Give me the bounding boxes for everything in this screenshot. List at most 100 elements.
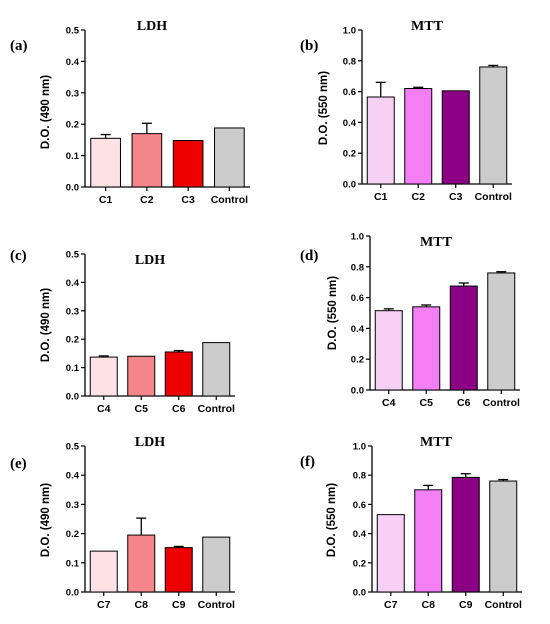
- y-tick-label: 0.0: [351, 386, 364, 397]
- chart-panel-a: (a) LDH D.O. (490 nm) 0.0 0.1 0.2 0.3 0.4 0.5 C1 C…: [10, 19, 250, 206]
- bar: [487, 272, 516, 391]
- bar: [451, 476, 480, 593]
- bar: [449, 285, 478, 391]
- x-tick-label: Control: [211, 194, 248, 206]
- y-tick-label: 0.4: [343, 118, 357, 129]
- y-axis-label: D.O. (490 nm): [40, 483, 52, 557]
- y-tick-label: 1.0: [343, 26, 356, 37]
- chart-title: LDH: [135, 435, 165, 450]
- y-tick-label: 0.0: [66, 392, 79, 403]
- y-tick-label: 0.5: [66, 442, 80, 453]
- y-tick-label: 1.0: [351, 232, 364, 243]
- chart-panel-f: (f) MTT D.O. (550 nm) 0.0 0.2 0.4 0.6 0.8 1.0 C7 C…: [300, 435, 522, 611]
- x-tick-label: C7: [384, 599, 398, 611]
- y-tick-label: 1.0: [353, 442, 366, 453]
- panel-letter: (a): [10, 38, 28, 54]
- bar: [202, 536, 231, 593]
- bar: [89, 550, 118, 593]
- y-tick-label: 0.6: [353, 500, 366, 511]
- y-tick-label: 0.3: [66, 306, 79, 317]
- x-tick-label: C1: [99, 194, 113, 206]
- chart-title: MTT: [411, 19, 444, 34]
- y-tick-label: 0.4: [66, 57, 80, 68]
- x-tick-label: Control: [475, 191, 512, 203]
- x-tick-label: C9: [172, 599, 186, 611]
- chart-title: MTT: [420, 235, 453, 250]
- y-tick-label: 0.0: [66, 588, 79, 599]
- bar: [376, 514, 405, 593]
- x-tick-label: C3: [181, 194, 195, 206]
- y-tick-label: 0.8: [353, 471, 366, 482]
- y-tick-label: 0.0: [343, 180, 356, 191]
- y-tick-label: 0.4: [351, 324, 365, 335]
- chart-panel-b: (b) MTT D.O. (550 nm) 0.0 0.2 0.4 0.6 0.8 1.0 C1 C…: [300, 19, 512, 203]
- x-tick-label: C8: [135, 599, 149, 611]
- bar: [366, 96, 395, 185]
- y-tick-label: 0.2: [66, 529, 79, 540]
- y-tick-label: 0.2: [343, 149, 356, 160]
- panel-letter: (e): [10, 456, 27, 472]
- x-tick-label: C2: [140, 194, 154, 206]
- y-tick-label: 0.3: [66, 500, 79, 511]
- bar: [89, 356, 118, 397]
- bar: [90, 137, 121, 188]
- chart-title: LDH: [137, 19, 167, 34]
- bar: [131, 133, 163, 188]
- bar: [172, 140, 204, 188]
- y-tick-label: 0.4: [66, 278, 80, 289]
- panel-letter: (f): [300, 454, 315, 470]
- x-tick-label: C6: [172, 403, 186, 415]
- y-tick-label: 0.1: [66, 151, 80, 162]
- y-tick-label: 0.1: [66, 363, 80, 374]
- bar: [412, 306, 441, 391]
- y-tick-label: 0.0: [66, 183, 79, 194]
- panel-letter: (c): [10, 248, 27, 264]
- y-tick-label: 0.2: [353, 558, 366, 569]
- x-tick-label: Control: [198, 599, 235, 611]
- x-tick-label: C8: [422, 599, 436, 611]
- y-tick-label: 0.8: [351, 262, 364, 273]
- x-tick-label: C4: [382, 397, 396, 409]
- bar: [414, 489, 443, 593]
- x-tick-label: C5: [420, 397, 434, 409]
- y-axis-label: D.O. (490 nm): [40, 288, 52, 362]
- bar: [164, 547, 193, 593]
- y-tick-label: 0.1: [66, 558, 80, 569]
- bar: [214, 127, 245, 188]
- bar: [127, 355, 156, 397]
- bar: [489, 480, 518, 593]
- x-tick-label: Control: [483, 397, 520, 409]
- y-tick-label: 0.3: [66, 88, 79, 99]
- y-tick-label: 0.4: [66, 471, 80, 482]
- bar: [127, 534, 156, 593]
- panel-letter: (d): [300, 248, 318, 264]
- chart-title: LDH: [135, 253, 165, 268]
- y-tick-label: 0.2: [351, 355, 364, 366]
- panel-letter: (b): [300, 38, 318, 54]
- x-tick-label: C1: [374, 191, 388, 203]
- bar: [479, 66, 508, 185]
- y-tick-label: 0.6: [343, 87, 356, 98]
- bar: [202, 342, 231, 397]
- chart-panel-d: (d) MTT D.O. (550 nm) 0.0 0.2 0.4 0.6 0.8 1.0 C4 C…: [300, 232, 520, 409]
- y-tick-label: 0.5: [66, 26, 80, 37]
- chart-panel-c: (c) LDH D.O. (490 nm) 0.0 0.1 0.2 0.3 0.4 0.5 C4 C…: [10, 248, 235, 415]
- x-tick-label: C6: [457, 397, 471, 409]
- y-tick-label: 0.6: [351, 293, 364, 304]
- bar: [404, 88, 433, 185]
- bar: [164, 351, 193, 397]
- y-tick-label: 0.5: [66, 250, 80, 261]
- chart-panel-e: (e) LDH D.O. (490 nm) 0.0 0.1 0.2 0.3 0.4 0.5 C7 C…: [10, 435, 235, 611]
- y-axis-label: D.O. (550 nm): [327, 276, 339, 350]
- x-tick-label: C3: [449, 191, 463, 203]
- y-axis-label: D.O. (550 nm): [326, 483, 338, 557]
- x-tick-label: Control: [198, 403, 235, 415]
- y-tick-label: 0.8: [343, 56, 356, 67]
- x-tick-label: Control: [485, 599, 522, 611]
- y-axis-label: D.O. (490 nm): [40, 75, 52, 149]
- bar: [374, 310, 403, 391]
- x-tick-label: C2: [412, 191, 426, 203]
- y-tick-label: 0.4: [353, 529, 367, 540]
- chart-title: MTT: [420, 435, 453, 450]
